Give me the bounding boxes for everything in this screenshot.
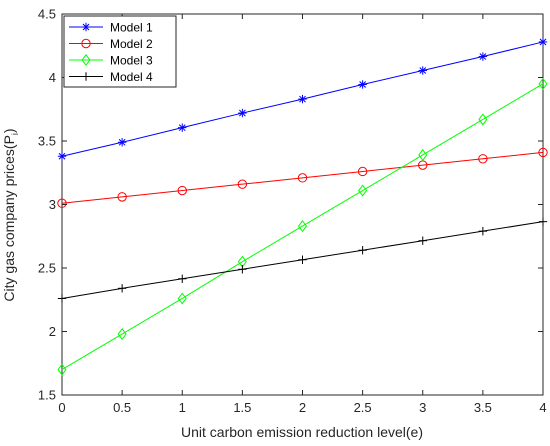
data-point [237, 179, 248, 189]
marker-stroke [299, 95, 306, 103]
series-2 [57, 147, 548, 208]
series-line [61, 83, 544, 371]
marker-stroke [58, 152, 66, 160]
y-axis-label-close: ) [1, 128, 17, 133]
data-point [297, 220, 308, 233]
data-point [478, 52, 488, 61]
x-tick-label: 2.5 [354, 400, 372, 415]
x-tick-label: 0.5 [113, 400, 131, 415]
legend: Model 1 Model 2 Model 3 Model 4 [63, 15, 177, 88]
y-tick-label: 4 [49, 70, 56, 85]
data-point [177, 185, 187, 196]
marker-stroke [118, 138, 126, 146]
legend-item: Model 4 [69, 70, 153, 84]
data-point [358, 80, 367, 89]
data-point [358, 184, 368, 197]
data-point [57, 363, 67, 376]
legend-label: Model 1 [110, 21, 153, 35]
data-point [418, 148, 428, 162]
y-tick-label: 2 [49, 324, 56, 339]
legend-marker [81, 22, 91, 32]
series-4 [57, 217, 548, 303]
data-point [57, 294, 67, 303]
x-tick-label: 3.5 [474, 400, 492, 415]
data-point [478, 226, 488, 236]
marker-stroke [178, 124, 186, 132]
data-point [117, 284, 127, 293]
marker-stroke [359, 81, 367, 88]
data-point [117, 328, 127, 341]
y-tick-label: 4.5 [38, 7, 56, 22]
data-point [298, 255, 307, 264]
data-point [478, 113, 488, 126]
legend-box [63, 15, 177, 88]
legend-item: Model 2 [69, 37, 153, 51]
series-3 [57, 77, 548, 376]
data-point [357, 166, 368, 177]
x-tick-label: 3 [419, 400, 426, 415]
legend-item: Model 1 [69, 21, 153, 35]
data-point [238, 108, 247, 118]
legend-marker [81, 38, 91, 49]
series-layer [57, 37, 548, 376]
marker-stroke [539, 38, 547, 46]
legend-label: Model 3 [110, 54, 153, 68]
marker-stroke [419, 67, 427, 74]
data-point [538, 77, 548, 90]
data-point [57, 152, 67, 161]
marker-stroke [82, 23, 90, 31]
x-axis-label: Unit carbon emission reduction level(e) [181, 424, 423, 440]
series-line [61, 151, 544, 204]
marker-stroke [238, 109, 246, 117]
y-tick-label: 3 [49, 197, 56, 212]
data-point [358, 246, 367, 255]
data-point [538, 37, 548, 47]
y-tick-label: 2.5 [38, 261, 56, 276]
series-1 [57, 37, 548, 161]
data-point [117, 138, 127, 147]
x-tick-label: 1.5 [233, 400, 251, 415]
data-point [538, 147, 548, 158]
x-tick-label: 4 [539, 400, 546, 415]
data-point [418, 66, 427, 75]
data-point [178, 123, 187, 132]
data-point [238, 265, 247, 274]
data-point [298, 94, 307, 104]
legend-marker [81, 72, 91, 81]
data-point [418, 236, 427, 245]
legend-label: Model 2 [110, 37, 153, 51]
y-axis-label-subscript: i [10, 133, 20, 135]
legend-marker [81, 53, 91, 67]
y-axis-label-main: City gas company prices(P [1, 135, 17, 302]
data-point [478, 154, 488, 164]
data-point [538, 217, 548, 226]
axis-ticks: 0 0.5 1 1.5 2 2.5 3 3.5 4 1.5 2 2.5 3 3.5 4 4.5 [38, 7, 547, 416]
data-point [57, 198, 67, 208]
x-tick-label: 1 [179, 400, 186, 415]
x-tick-label: 2 [299, 400, 306, 415]
y-tick-label: 3.5 [38, 134, 56, 149]
y-axis-label: City gas company prices(Pi) [1, 128, 20, 301]
legend-label: Model 4 [110, 70, 153, 84]
data-point [177, 292, 187, 305]
data-point [117, 192, 127, 202]
x-tick-label: 0 [58, 400, 65, 415]
legend-item: Model 3 [69, 54, 153, 68]
data-point [297, 173, 308, 183]
y-tick-label: 1.5 [38, 388, 56, 403]
data-point [178, 274, 187, 283]
marker-stroke [479, 53, 487, 60]
